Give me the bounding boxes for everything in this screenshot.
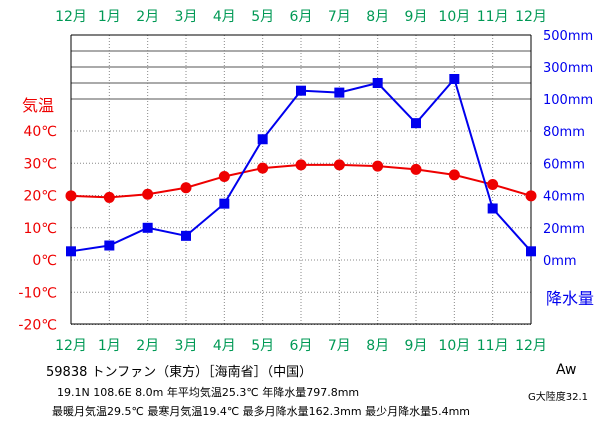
month-label-bottom: 12月 xyxy=(55,338,87,354)
month-label-top: 8月 xyxy=(366,9,389,25)
temperature-point xyxy=(333,159,345,171)
precipitation-point xyxy=(526,246,536,257)
month-label-bottom: 1月 xyxy=(98,338,121,354)
month-label-bottom: 12月 xyxy=(515,338,547,354)
chart-grid xyxy=(71,35,531,325)
precipitation-point xyxy=(104,240,115,251)
month-label-bottom: 7月 xyxy=(328,338,351,354)
month-label-top: 12月 xyxy=(515,9,547,25)
month-label-top: 10月 xyxy=(438,9,470,25)
temperature-tick-label: 10℃ xyxy=(23,221,57,237)
month-label-bottom: 6月 xyxy=(290,338,313,354)
month-label-bottom: 2月 xyxy=(136,338,159,354)
precipitation-point xyxy=(66,246,76,257)
precipitation-point xyxy=(181,230,191,241)
station-summary: 19.1N 108.6E 8.0m 年平均気温25.3℃ 年降水量797.8mm xyxy=(57,386,360,399)
month-label-top: 6月 xyxy=(290,9,313,25)
temperature-point xyxy=(180,182,192,194)
precipitation-tick-label: 20mm xyxy=(543,222,585,237)
month-label-top: 4月 xyxy=(213,9,236,25)
precipitation-point xyxy=(257,134,268,145)
station-name: 59838 トンファン（東方）［海南省］（中国） xyxy=(46,365,313,380)
temperature-tick-label: -10℃ xyxy=(18,285,57,301)
temperature-point xyxy=(525,190,537,202)
precipitation-tick-label: 40mm xyxy=(543,190,585,205)
month-label-bottom: 10月 xyxy=(438,338,470,354)
month-label-bottom: 11月 xyxy=(477,338,509,354)
precipitation-tick-label: 300mm xyxy=(543,61,593,76)
month-label-top: 7月 xyxy=(328,9,351,25)
continentality: G大陸度32.1 xyxy=(528,392,589,403)
precipitation-tick-label: 60mm xyxy=(543,157,585,172)
month-label-bottom: 5月 xyxy=(251,338,274,354)
month-label-top: 9月 xyxy=(405,9,428,25)
precipitation-axis: 500mm 300mm 100mm 80mm 60mm 40mm 20mm 0mm xyxy=(543,29,593,269)
month-label-top: 11月 xyxy=(477,9,509,25)
temperature-point xyxy=(295,159,307,171)
precipitation-tick-label: 500mm xyxy=(543,29,593,44)
temperature-tick-label: 40℃ xyxy=(23,124,57,140)
month-label-top: 2月 xyxy=(136,9,159,25)
temperature-point xyxy=(218,170,230,182)
month-label-bottom: 4月 xyxy=(213,338,236,354)
month-label-top: 3月 xyxy=(175,9,198,25)
temperature-point xyxy=(448,169,460,181)
precipitation-point xyxy=(142,222,153,233)
temperature-tick-label: 0℃ xyxy=(32,253,57,269)
precipitation-point xyxy=(487,203,498,214)
temperature-point xyxy=(410,163,422,175)
temperature-point xyxy=(103,191,115,203)
temperature-tick-label: -20℃ xyxy=(18,318,57,334)
month-label-bottom: 3月 xyxy=(175,338,198,354)
precipitation-point xyxy=(219,198,230,209)
temperature-axis: 40℃ 30℃ 20℃ 10℃ 0℃ -10℃ -20℃ xyxy=(18,124,57,334)
chart-frame xyxy=(70,34,532,325)
month-label-bottom: 9月 xyxy=(405,338,428,354)
temperature-point xyxy=(142,188,154,200)
precipitation-tick-label: 80mm xyxy=(543,125,585,140)
temperature-tick-label: 20℃ xyxy=(23,189,57,205)
precipitation-point xyxy=(372,78,383,88)
climate-class: Aw xyxy=(556,362,577,378)
temperature-tick-label: 30℃ xyxy=(23,156,57,172)
month-label-top: 1月 xyxy=(98,9,121,25)
temperature-point xyxy=(257,162,269,174)
precipitation-tick-label: 0mm xyxy=(543,254,577,269)
precipitation-point xyxy=(449,74,460,84)
month-labels-bottom: 12月 1月 2月 3月 4月 5月 6月 7月 8月 9月 10月 11月 12月 xyxy=(55,338,547,354)
precipitation-point xyxy=(411,118,421,129)
month-labels-top: 12月 1月 2月 3月 4月 5月 6月 7月 8月 9月 10月 11月 12月 xyxy=(55,9,547,25)
temperature-axis-label: 気温 xyxy=(22,96,54,115)
temperature-point xyxy=(65,190,77,202)
temperature-point xyxy=(372,160,384,172)
station-extremes: 最暖月気温29.5℃ 最寒月気温19.4℃ 最多月降水量162.3mm 最少月降… xyxy=(52,405,471,418)
month-label-top: 12月 xyxy=(55,9,87,25)
chart-series xyxy=(65,74,537,257)
precipitation-point xyxy=(334,87,345,98)
precipitation-point xyxy=(296,85,306,96)
month-label-bottom: 8月 xyxy=(366,338,389,354)
precipitation-axis-label: 降水量 xyxy=(546,289,594,308)
temperature-point xyxy=(487,179,499,191)
month-label-top: 5月 xyxy=(251,9,274,25)
precipitation-tick-label: 100mm xyxy=(543,93,593,108)
